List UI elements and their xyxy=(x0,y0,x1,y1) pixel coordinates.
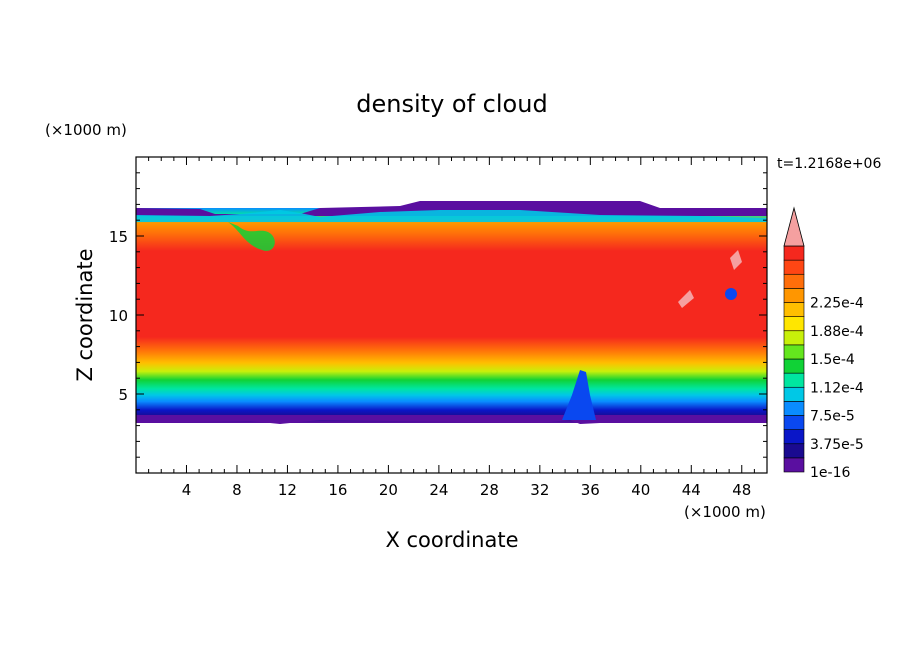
cloud-top-edge xyxy=(136,201,767,216)
mountain-feature xyxy=(562,370,596,420)
colorbar-swatch xyxy=(783,358,805,374)
blue-spot xyxy=(725,288,737,300)
colorbar-swatch xyxy=(783,372,805,388)
axis-ticks xyxy=(136,157,767,473)
colorbar-swatch xyxy=(783,330,805,346)
colorbar-swatch xyxy=(783,457,805,473)
chart-title: density of cloud xyxy=(356,90,547,118)
x-tick-label: 28 xyxy=(480,481,499,499)
colorbar-label: 1e-16 xyxy=(810,465,850,481)
cloud-top-cyan-fringe xyxy=(136,210,767,222)
colorbar-labels: 1e-16 3.75e-5 7.5e-5 1.12e-4 1.5e-4 1.88e-4 2.… xyxy=(810,296,864,482)
colorbar-swatch xyxy=(783,415,805,430)
y-tick-label: 5 xyxy=(118,386,128,404)
colorbar-swatch xyxy=(783,386,805,402)
colorbar-swatch xyxy=(783,302,805,317)
colorbar-label: 1.12e-4 xyxy=(810,380,864,396)
time-label: t=1.2168e+06 xyxy=(777,156,881,172)
pink-streak-2 xyxy=(678,290,694,308)
eddy-feature xyxy=(228,222,275,251)
heatmap-field xyxy=(136,201,767,424)
x-axis-label: X coordinate xyxy=(385,528,518,552)
x-tick-label: 4 xyxy=(182,481,192,499)
y-unit-label: (×1000 m) xyxy=(45,121,127,139)
colorbar-label: 1.88e-4 xyxy=(810,324,864,340)
colorbar-swatch xyxy=(783,245,805,261)
colorbar-swatch xyxy=(783,316,805,332)
x-unit-label: (×1000 m) xyxy=(684,503,766,521)
cloud-band xyxy=(136,208,767,423)
x-tick-label: 44 xyxy=(682,481,701,499)
x-tick-label: 48 xyxy=(732,481,751,499)
colorbar-label: 7.5e-5 xyxy=(810,409,855,425)
colorbar-extend-triangle xyxy=(783,206,805,247)
x-tick-label: 32 xyxy=(530,481,549,499)
colorbar-label: 1.5e-4 xyxy=(810,352,855,368)
cloud-base-edge xyxy=(136,415,767,424)
colorbar-label: 2.25e-4 xyxy=(810,296,864,312)
colorbar-swatch xyxy=(783,429,805,445)
colorbar-swatch xyxy=(783,401,805,416)
colorbar-swatch xyxy=(783,273,805,289)
colorbar-swatch xyxy=(783,288,805,303)
colorbar-swatch xyxy=(783,344,805,360)
x-tick-label: 16 xyxy=(328,481,347,499)
x-tick-label: 40 xyxy=(631,481,650,499)
colorbar-swatch xyxy=(783,443,805,459)
colorbar-label: 3.75e-5 xyxy=(810,437,864,453)
x-tick-labels: 4 8 12 16 20 24 28 32 36 40 44 48 xyxy=(182,481,752,499)
x-tick-label: 12 xyxy=(278,481,297,499)
y-axis-label: Z coordinate xyxy=(73,248,97,381)
colorbar xyxy=(783,206,805,473)
pink-streak xyxy=(730,250,742,270)
x-tick-label: 20 xyxy=(379,481,398,499)
x-tick-label: 36 xyxy=(581,481,600,499)
y-tick-label: 10 xyxy=(109,307,128,325)
colorbar-swatch xyxy=(783,259,805,275)
x-tick-label: 24 xyxy=(429,481,448,499)
y-tick-labels: 5 10 15 xyxy=(109,228,128,404)
x-tick-label: 8 xyxy=(232,481,242,499)
y-tick-label: 15 xyxy=(109,228,128,246)
